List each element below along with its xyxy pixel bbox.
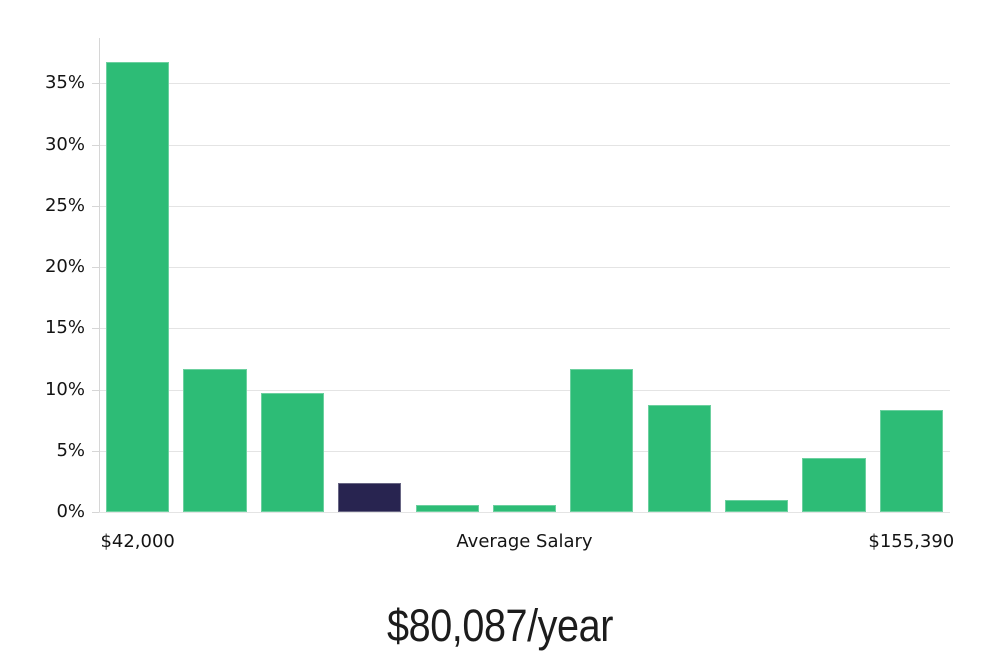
y-tick-label-35: 35%: [44, 72, 85, 94]
highlighted-bar: [338, 482, 402, 512]
y-tick-mark-30: [92, 144, 99, 146]
bar-5: [415, 504, 479, 512]
y-tick-label-15: 15%: [44, 317, 85, 339]
bar-3: [260, 393, 324, 512]
bar-8: [647, 405, 711, 512]
gridline-20: [99, 267, 950, 269]
gridline-25: [99, 205, 950, 207]
gridline-30: [99, 144, 950, 146]
y-tick-mark-25: [92, 205, 99, 207]
y-tick-label-0: 0%: [56, 501, 85, 522]
gridline-15: [99, 328, 950, 330]
y-axis-spine: [99, 38, 100, 512]
y-tick-mark-15: [92, 328, 99, 330]
y-tick-mark-0: [92, 512, 99, 513]
y-tick-label-30: 30%: [44, 133, 85, 155]
average-salary-caption: $80,087/year: [387, 600, 613, 651]
bar-2: [183, 368, 247, 512]
x-axis-label-left: $42,000: [100, 531, 175, 552]
y-tick-mark-35: [92, 83, 99, 85]
bar-7: [570, 368, 634, 512]
y-tick-label-5: 5%: [56, 439, 85, 461]
y-tick-mark-5: [92, 450, 99, 452]
y-tick-mark-10: [92, 389, 99, 391]
bar-11: [879, 410, 943, 512]
bar-6: [492, 504, 557, 512]
x-axis-label-right: $155,390: [868, 531, 955, 552]
y-tick-label-25: 25%: [44, 194, 85, 216]
gridline-35: [99, 83, 950, 85]
bar-10: [802, 458, 866, 512]
y-tick-label-10: 10%: [44, 378, 85, 400]
bar-1: [106, 62, 170, 512]
bar-9: [724, 499, 789, 512]
gridline-0: [99, 512, 950, 513]
y-tick-mark-20: [92, 267, 99, 269]
y-tick-label-20: 20%: [44, 256, 85, 278]
gridline-5: [99, 450, 950, 452]
gridline-10: [99, 389, 950, 391]
x-axis-label-center: Average Salary: [456, 531, 593, 552]
